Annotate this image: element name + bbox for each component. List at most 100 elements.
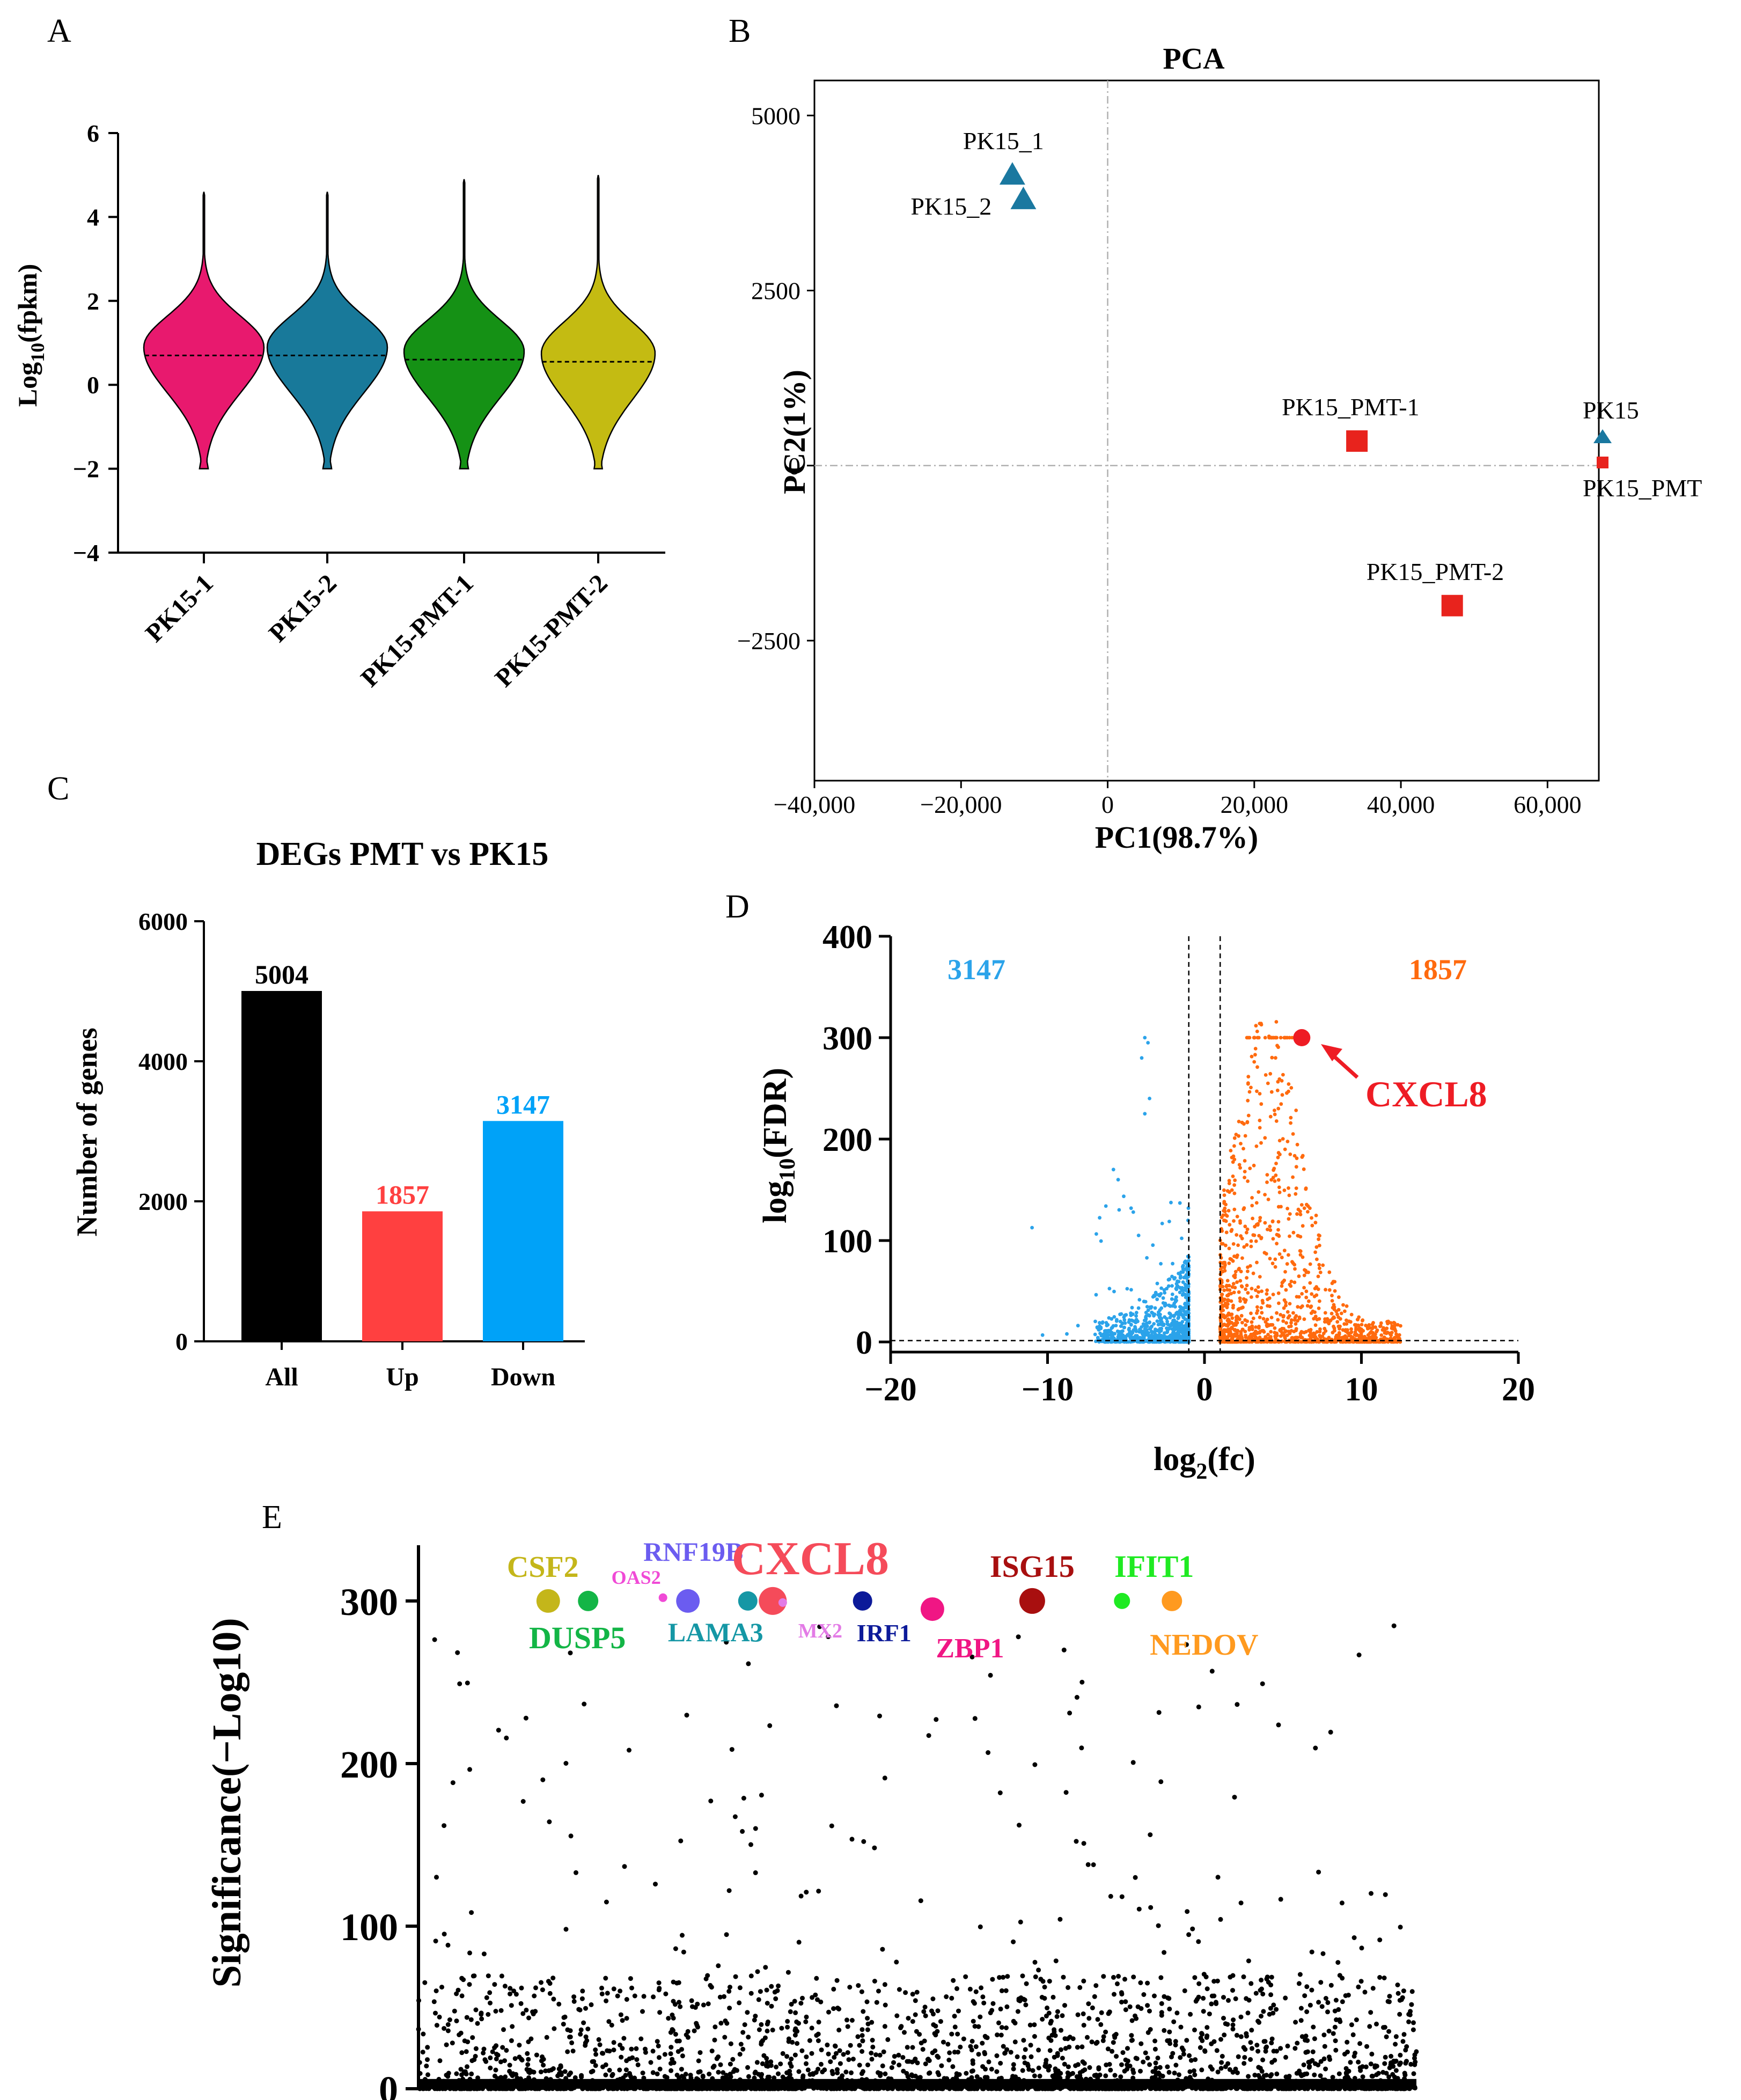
e-point [1082,2067,1088,2073]
d-up-point [1250,1196,1254,1200]
e-point [1141,2059,1146,2065]
e-point [674,2038,680,2044]
d-down-point [1159,1262,1163,1266]
d-up-point [1222,1266,1226,1270]
d-up-point [1250,1320,1254,1324]
d-down-point [1165,1330,1170,1334]
e-point [865,2021,871,2026]
e-point [733,1974,738,1979]
d-up-point [1289,1284,1293,1288]
e-point [1221,1995,1226,2000]
d-down-point [1180,1320,1185,1324]
d-up-point [1308,1330,1312,1334]
d-up-point [1349,1334,1353,1339]
e-point [1060,2055,1065,2061]
e-point [473,2007,479,2013]
e-point [874,2000,879,2005]
d-up-point [1255,1305,1259,1309]
d-up-point [1282,1298,1287,1302]
b-point-square [1346,430,1368,452]
c-bar-up [362,1211,443,1341]
e-point [701,2002,706,2008]
e-point [431,1999,437,2004]
e-point [1129,2033,1134,2038]
e-point [1397,2011,1402,2017]
e-point [1298,2006,1304,2011]
d-up-point [1389,1337,1393,1340]
e-point [1401,1988,1406,1994]
e-point [1274,2048,1279,2054]
e-point [1238,2034,1244,2039]
e-point [484,1995,489,2000]
a-x-axis: PK15-1 PK15-2 PK15-PMT-1 PK15-PMT-2 [118,552,665,693]
e-point [860,2038,865,2043]
e-point [473,2046,479,2051]
e-point [759,2022,764,2027]
e-point [697,2050,703,2055]
d-down-point [1169,1200,1173,1205]
e-point [769,1984,774,1989]
e-point [508,1986,513,1991]
e-point [1152,2074,1158,2080]
e-point [1349,2022,1354,2028]
e-point [833,2044,838,2049]
d-up-point [1238,1279,1243,1283]
b-origin-guides [814,80,1599,781]
d-up-point [1221,1323,1225,1327]
d-up-point [1267,1324,1271,1327]
e-point [1369,2074,1375,2079]
e-point [1304,1984,1310,1989]
e-point [753,2014,758,2019]
e-point [800,1995,805,2001]
d-up-point [1248,1264,1252,1268]
e-point [571,1994,577,2000]
e-point [590,2059,595,2064]
e-point [638,2036,644,2042]
d-down-point [1178,1290,1182,1295]
d-cxcl8-arrow-head [1321,1044,1342,1061]
e-point [579,1996,585,2001]
d-down-point [1166,1284,1171,1288]
e-point [1119,2062,1124,2067]
e-point [1055,2009,1060,2014]
e-point [1045,2005,1050,2010]
e-point [973,2044,979,2050]
e-point [1264,2073,1269,2078]
e-point [1147,2062,1152,2067]
e-point [1215,2069,1221,2075]
e-point [878,2071,883,2076]
d-down-point [1154,1333,1158,1338]
e-point [583,2034,589,2039]
e-point [732,2067,737,2072]
d-up-point [1373,1325,1378,1330]
e-point [1319,2004,1325,2009]
e-point [425,2045,430,2050]
e-point [547,1819,552,1824]
e-point [439,1985,444,1990]
e-point [452,2008,457,2014]
d-down-point [1153,1306,1157,1310]
e-point [1323,2066,1328,2072]
e-point [810,1995,815,2000]
d-up-point [1269,1330,1273,1334]
a-y-tick-label: 0 [87,371,99,399]
e-point [1131,1974,1136,1980]
d-down-point [1174,1295,1178,1299]
e-point [1230,1988,1235,1993]
d-up-point [1235,1280,1239,1284]
e-point [593,2052,599,2057]
e-point [680,2053,685,2059]
d-up-point [1274,1056,1277,1060]
e-point [540,2054,545,2059]
e-point [618,1988,623,1994]
e-point [994,2069,1000,2074]
d-up-point [1265,1173,1269,1177]
e-point [772,1989,777,1995]
d-up-point [1235,1233,1239,1237]
e-point [1285,2043,1290,2048]
d-down-point [1146,1333,1150,1338]
d-up-point [1250,1203,1254,1208]
a-y-tick-label: 4 [87,203,99,231]
d-up-point [1263,1073,1268,1077]
e-point [1198,2045,1203,2050]
